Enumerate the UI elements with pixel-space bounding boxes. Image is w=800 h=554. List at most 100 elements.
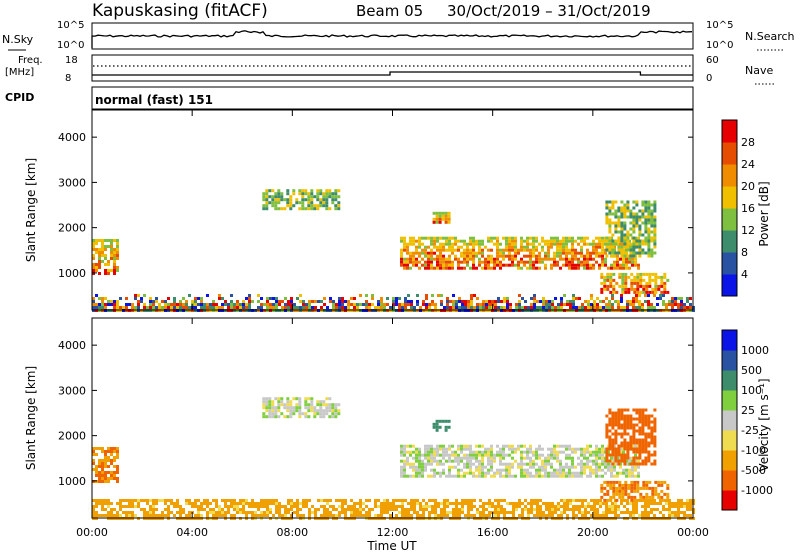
echo-cell: [116, 511, 119, 514]
echo-cell: [638, 417, 642, 421]
echo-cell: [512, 511, 515, 514]
echo-cell: [590, 306, 593, 309]
echo-cell: [383, 499, 386, 502]
echo-cell: [605, 215, 609, 219]
echo-cell: [592, 251, 595, 255]
echo-cell: [116, 303, 119, 306]
echo-cell: [412, 236, 415, 240]
echo-cell: [653, 450, 657, 454]
echo-cell: [541, 236, 544, 240]
echo-cell: [368, 303, 371, 306]
echo-cell: [548, 511, 551, 514]
echo-cell: [562, 236, 565, 240]
echo-cell: [441, 214, 445, 218]
echo-cell: [642, 284, 646, 288]
echo-cell: [359, 303, 362, 306]
echo-cell: [424, 465, 427, 469]
echo-cell: [98, 474, 101, 477]
echo-cell: [589, 257, 592, 261]
echo-cell: [515, 303, 518, 306]
echo-cell: [647, 248, 651, 252]
echo-region: [432, 419, 451, 432]
echo-region: [262, 397, 341, 419]
echo-cell: [419, 306, 422, 309]
echo-cell: [523, 239, 526, 243]
echo-cell: [439, 251, 442, 255]
echo-cell: [598, 474, 601, 478]
echo-cell: [601, 468, 604, 472]
echo-cell: [466, 444, 469, 448]
echo-cell: [653, 236, 657, 240]
echo-cell: [632, 251, 636, 255]
echo-cell: [392, 297, 395, 300]
echo-cell: [110, 453, 113, 456]
echo-cell: [104, 477, 107, 480]
echo-cell: [431, 294, 434, 297]
echo-cell: [484, 471, 487, 475]
echo-cell: [302, 514, 305, 517]
echo-cell: [590, 505, 593, 508]
echo-cell: [224, 303, 227, 306]
echo-cell: [125, 514, 128, 517]
echo-cell: [194, 306, 197, 309]
echo-cell: [644, 505, 647, 508]
echo-cell: [650, 230, 654, 234]
echo-cell: [316, 412, 320, 416]
echo-cell: [599, 502, 602, 505]
echo-cell: [266, 508, 269, 511]
echo-cell: [278, 300, 281, 303]
echo-cell: [623, 227, 627, 231]
echo-cell: [553, 444, 556, 448]
echo-cell: [656, 508, 659, 511]
echo-cell: [624, 483, 628, 487]
echo-cell: [647, 414, 651, 418]
echo-cell: [473, 514, 476, 517]
echo-cell: [517, 462, 520, 466]
echo-cell: [224, 300, 227, 303]
echo-cell: [430, 459, 433, 463]
echo-cell: [359, 511, 362, 514]
echo-cell: [392, 306, 395, 309]
echo-cell: [642, 498, 646, 502]
echo-cell: [544, 263, 547, 267]
echo-cell: [308, 511, 311, 514]
echo-cell: [623, 441, 627, 445]
echo-cell: [466, 257, 469, 261]
echo-cell: [638, 245, 642, 249]
echo-cell: [412, 465, 415, 469]
echo-cell: [104, 303, 107, 306]
echo-cell: [301, 198, 305, 202]
echo-cell: [536, 508, 539, 511]
echo-cell: [621, 492, 625, 496]
echo-cell: [608, 408, 612, 412]
echo-cell: [617, 444, 621, 448]
echo-cell: [293, 511, 296, 514]
echo-cell: [596, 511, 599, 514]
echo-cell: [660, 281, 664, 285]
echo-cell: [653, 230, 657, 234]
echo-cell: [442, 444, 445, 448]
echo-cell: [337, 201, 341, 205]
echo-cell: [647, 215, 651, 219]
echo-cell: [613, 248, 616, 252]
echo-cell: [289, 204, 293, 208]
echo-cell: [371, 294, 374, 297]
echo-cell: [441, 211, 445, 215]
echo-cell: [514, 251, 517, 255]
echo-cell: [526, 254, 529, 258]
echo-cell: [677, 502, 680, 505]
echo-cell: [467, 306, 470, 309]
echo-cell: [101, 459, 104, 462]
echo-cell: [592, 471, 595, 475]
echo-cell: [386, 502, 389, 505]
echo-cell: [344, 508, 347, 511]
echo-cell: [298, 403, 302, 407]
echo-cell: [262, 406, 266, 410]
echo-cell: [427, 444, 430, 448]
echo-cell: [511, 444, 514, 448]
echo-cell: [641, 462, 645, 466]
echo-cell: [260, 306, 263, 309]
echo-cell: [398, 303, 401, 306]
echo-cell: [565, 254, 568, 258]
